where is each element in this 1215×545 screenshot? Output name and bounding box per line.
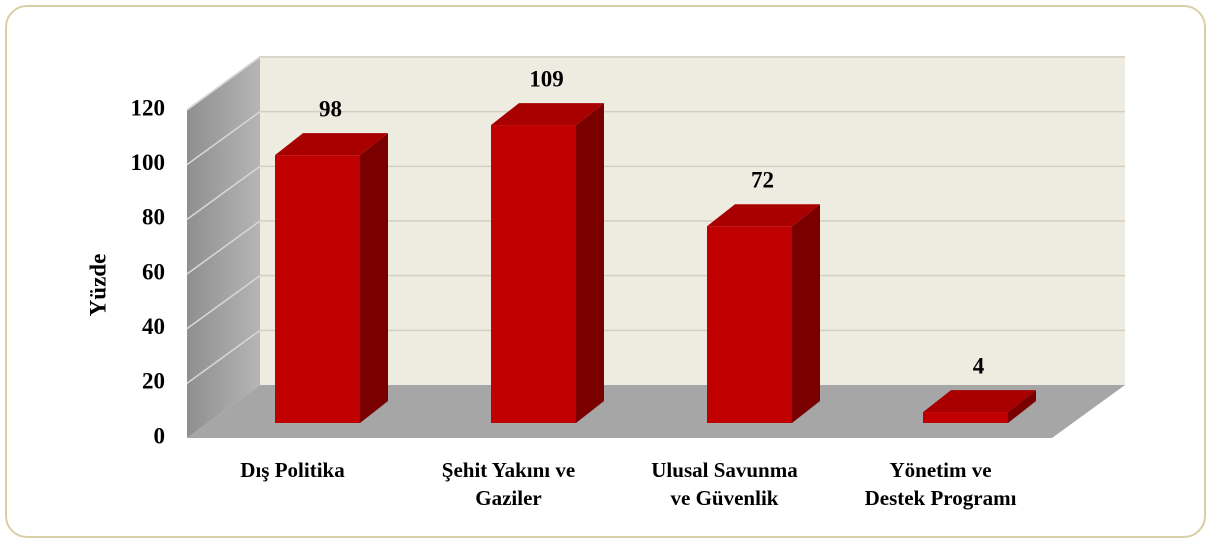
bar [275,155,360,423]
grid-line [186,56,261,111]
y-tick-label: 20 [142,369,165,394]
grid-line [186,111,261,166]
x-tick-label: Dış Politika [240,458,345,482]
data-label: 98 [319,96,342,121]
bar [491,125,576,424]
grid-line [186,165,261,220]
y-tick-label: 60 [142,259,165,284]
y-tick-label: 40 [142,314,165,339]
grid-line [186,329,261,384]
bar [923,412,1008,423]
data-label: 4 [973,353,985,378]
bar-top [923,390,1036,413]
bar-side [792,204,820,423]
chart-frame [5,5,1206,538]
data-label: 109 [529,66,564,91]
bar [707,226,792,423]
y-tick-label: 100 [131,150,166,175]
bar-top [707,204,820,227]
x-tick-label: Ulusal Savunma ve Güvenlik [651,458,798,510]
grid-line [186,220,261,275]
bar-side [360,133,388,423]
floor [187,385,1125,438]
grid-line [186,275,261,330]
x-tick-label: Yönetim ve Destek Programı [864,458,1017,510]
bar-side [1008,390,1036,423]
x-tick-label: Şehit Yakını ve Gaziler [441,458,576,510]
data-label: 72 [751,167,774,192]
y-tick-label: 120 [131,95,166,120]
y-axis-label: Yüzde [85,254,110,317]
bar-top [491,103,604,126]
bar-side [576,103,604,424]
bar-top [275,133,388,156]
y-tick-label: 0 [154,423,166,448]
y-tick-label: 80 [142,205,165,230]
